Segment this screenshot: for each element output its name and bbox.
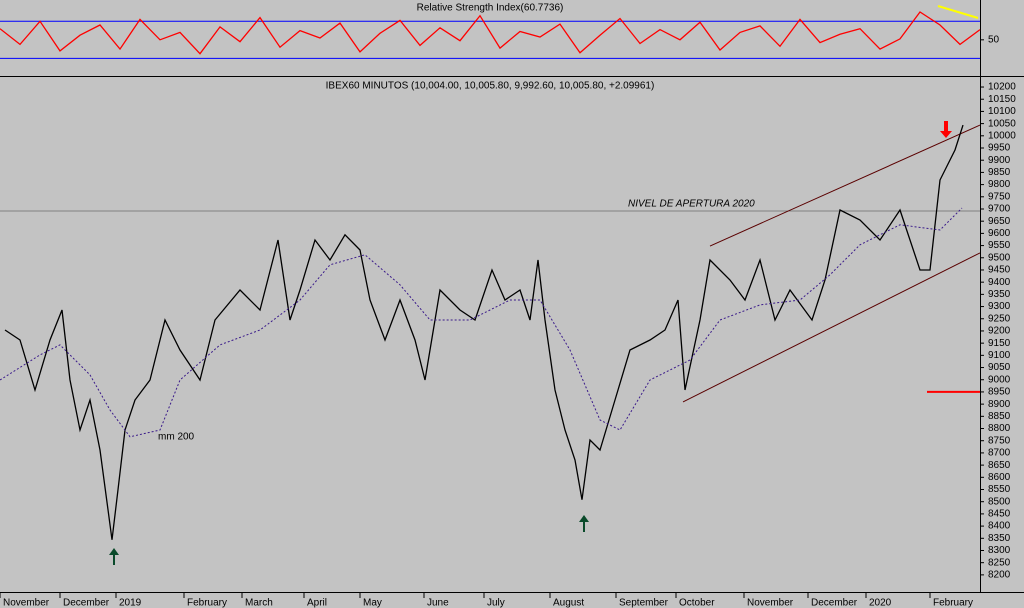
x-tick-label: April bbox=[307, 598, 327, 608]
y-tick-label: 10000 bbox=[988, 130, 1016, 141]
y-tick-label: 9850 bbox=[988, 167, 1011, 178]
series-line bbox=[4, 124, 964, 540]
y-tick-label: 50 bbox=[988, 34, 1000, 45]
y-tick-label: 10100 bbox=[988, 106, 1016, 117]
x-tick-label: November bbox=[3, 598, 50, 608]
y-tick-label: 9700 bbox=[988, 204, 1011, 215]
series-line bbox=[0, 207, 963, 438]
y-tick-label: 8400 bbox=[988, 521, 1011, 532]
y-tick-label: 9600 bbox=[988, 228, 1011, 239]
x-tick-label: July bbox=[487, 598, 505, 608]
x-tick-label: November bbox=[747, 598, 794, 608]
y-tick-label: 8650 bbox=[988, 460, 1011, 471]
down-arrow bbox=[940, 121, 952, 138]
x-tick-label: September bbox=[619, 598, 669, 608]
y-tick-label: 9650 bbox=[988, 216, 1011, 227]
y-tick-label: 9200 bbox=[988, 326, 1011, 337]
y-tick-label: 9250 bbox=[988, 313, 1011, 324]
up-arrow bbox=[579, 515, 589, 532]
x-tick-label: May bbox=[363, 598, 382, 608]
y-tick-label: 9300 bbox=[988, 301, 1011, 312]
x-tick-label: August bbox=[553, 598, 584, 608]
y-tick-label: 9050 bbox=[988, 362, 1011, 373]
y-tick-label: 9000 bbox=[988, 374, 1011, 385]
y-tick-label: 8850 bbox=[988, 411, 1011, 422]
series-line bbox=[0, 11, 981, 55]
y-tick-label: 9400 bbox=[988, 277, 1011, 288]
y-tick-label: 9800 bbox=[988, 179, 1011, 190]
up-arrow bbox=[109, 548, 119, 565]
y-tick-label: 9550 bbox=[988, 240, 1011, 251]
y-tick-label: 8450 bbox=[988, 509, 1011, 520]
x-tick-label: 2020 bbox=[869, 598, 892, 608]
y-tick-label: 10050 bbox=[988, 118, 1016, 129]
reference-label: NIVEL DE APERTURA 2020 bbox=[628, 199, 755, 210]
y-tick-label: 9950 bbox=[988, 143, 1011, 154]
y-tick-label: 8500 bbox=[988, 496, 1011, 507]
y-tick-label: 8600 bbox=[988, 472, 1011, 483]
rsi-trendline bbox=[937, 5, 979, 19]
y-tick-label: 9500 bbox=[988, 252, 1011, 263]
y-tick-label: 8950 bbox=[988, 387, 1011, 398]
x-tick-label: March bbox=[245, 598, 273, 608]
x-tick-label: October bbox=[679, 598, 715, 608]
trendline bbox=[682, 252, 981, 403]
x-tick-label: February bbox=[187, 598, 227, 608]
y-tick-label: 9750 bbox=[988, 191, 1011, 202]
y-tick-label: 8800 bbox=[988, 423, 1011, 434]
y-tick-label: 9150 bbox=[988, 338, 1011, 349]
y-tick-label: 9900 bbox=[988, 155, 1011, 166]
y-tick-label: 8700 bbox=[988, 448, 1011, 459]
y-tick-label: 8750 bbox=[988, 435, 1011, 446]
rsi-title: Relative Strength Index(60.7736) bbox=[417, 3, 564, 14]
y-tick-label: 8300 bbox=[988, 545, 1011, 556]
y-tick-label: 9100 bbox=[988, 350, 1011, 361]
y-tick-label: 10200 bbox=[988, 82, 1016, 93]
y-tick-label: 9450 bbox=[988, 265, 1011, 276]
y-tick-label: 9350 bbox=[988, 289, 1011, 300]
y-tick-label: 8250 bbox=[988, 557, 1011, 568]
price-title: IBEX60 MINUTOS (10,004.00, 10,005.80, 9,… bbox=[326, 81, 655, 92]
y-tick-label: 8200 bbox=[988, 570, 1011, 581]
y-tick-label: 8900 bbox=[988, 399, 1011, 410]
series-label: mm 200 bbox=[158, 432, 195, 443]
y-tick-label: 8350 bbox=[988, 533, 1011, 544]
x-tick-label: 2019 bbox=[119, 598, 142, 608]
y-tick-label: 8550 bbox=[988, 484, 1011, 495]
x-tick-label: December bbox=[811, 598, 858, 608]
trendline bbox=[709, 124, 981, 247]
x-tick-label: December bbox=[63, 598, 110, 608]
y-tick-label: 10150 bbox=[988, 94, 1016, 105]
x-tick-label: February bbox=[933, 598, 973, 608]
x-tick-label: June bbox=[427, 598, 449, 608]
